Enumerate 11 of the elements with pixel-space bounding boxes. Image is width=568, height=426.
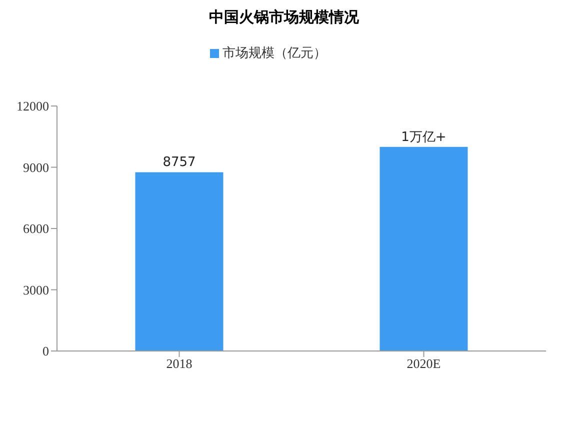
data-label: 8757 [162,155,196,170]
chart-title: 中国火锅市场规模情况 [208,8,360,27]
y-tick-label: 0 [42,344,49,359]
x-tick-label: 2020E [406,356,441,372]
y-tick-label: 12000 [16,98,49,114]
annotation: 1万亿+ [401,130,446,145]
y-tick-label: 9000 [23,160,49,175]
y-tick-label: 6000 [23,221,49,236]
legend-label: 市场规模（亿元） [222,46,326,61]
y-tick-label: 3000 [23,282,49,298]
x-tick-label: 2018 [166,356,192,372]
